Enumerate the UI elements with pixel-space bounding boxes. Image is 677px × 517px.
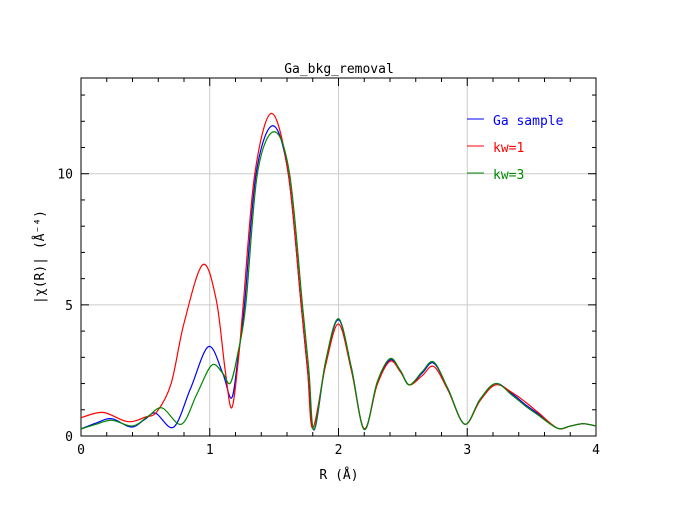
y-tick-label: 10 — [57, 168, 73, 183]
x-axis-label: R (Å) — [319, 467, 358, 483]
x-tick-label: 1 — [206, 443, 214, 458]
y-tick-label: 0 — [65, 430, 73, 445]
legend-label: kw=1 — [493, 141, 524, 156]
x-tick-label: 4 — [592, 443, 600, 458]
plot-frame — [80, 77, 597, 437]
y-tick-label: 5 — [65, 299, 73, 314]
legend-label: Ga sample — [493, 114, 564, 129]
tick-labels: 0 1 2 3 4 0 5 10 — [57, 168, 600, 458]
legend: Ga sample kw=1 kw=3 — [467, 114, 564, 183]
grid-lines — [81, 78, 596, 436]
series-lines — [80, 112, 597, 431]
y-axis-label: |χ(R)| (Å⁻⁴) — [32, 210, 48, 304]
chart-title: Ga_bkg_removal — [284, 62, 394, 77]
x-tick-label: 2 — [335, 443, 343, 458]
x-tick-label: 3 — [463, 443, 471, 458]
legend-label: kw=3 — [493, 168, 524, 183]
series-line-kw-3 — [80, 131, 597, 431]
x-tick-label: 0 — [77, 443, 85, 458]
